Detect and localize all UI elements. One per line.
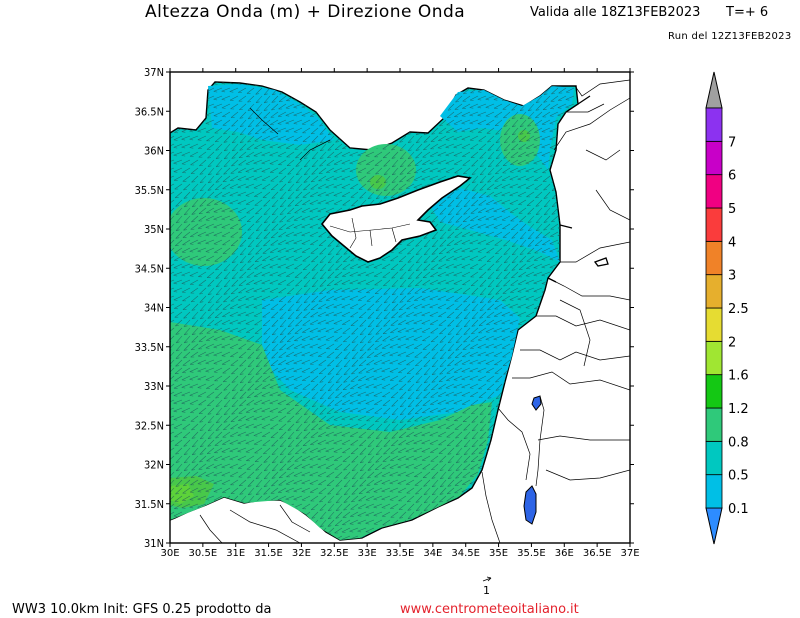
lon-tick-label: 31E	[226, 548, 245, 559]
legend-label: 0.5	[728, 469, 749, 484]
legend-label: 5	[728, 202, 736, 217]
legend-bottom-triangle	[705, 507, 723, 545]
map-area	[170, 72, 630, 543]
legend-swatch	[705, 274, 723, 309]
lat-tick-label: 31N	[144, 537, 164, 550]
legend-label: 0.8	[728, 435, 749, 450]
legend-top-triangle	[705, 71, 723, 109]
lon-tick-label: 32E	[292, 548, 311, 559]
legend-swatch	[705, 340, 723, 376]
axis-ticks	[166, 68, 634, 547]
reference-vector	[482, 576, 492, 582]
legend-swatch	[705, 474, 723, 509]
legend-swatch	[705, 407, 723, 442]
longitude-labels: 30E 30.5E 31E 31.5E 32E 32.5E 33E 33.5E 34E 34.5E…	[160, 548, 639, 559]
legend-swatch	[705, 140, 723, 176]
color-legend: 0.1 0.5 0.8 1.2 1.6 2 2.5 3 4 5 6 7	[705, 71, 749, 545]
legend-swatch	[705, 440, 723, 476]
country-borders	[199, 79, 630, 543]
legend-label: 1.2	[728, 402, 749, 417]
chart-title: Altezza Onda (m) + Direzione Onda	[145, 2, 466, 22]
lon-tick-label: 30.5E	[189, 548, 218, 559]
run-time: Run del 12Z13FEB2023	[668, 31, 792, 42]
lat-tick-label: 34.5N	[135, 262, 164, 275]
lon-tick-label: 36E	[555, 548, 574, 559]
legend-label: 7	[728, 135, 736, 150]
legend-label: 4	[728, 235, 736, 250]
cyprus-borders	[329, 217, 411, 249]
lon-tick-label: 33.5E	[386, 548, 415, 559]
lon-tick-label: 37E	[620, 548, 639, 559]
lat-tick-label: 33N	[144, 380, 164, 393]
dead-sea	[523, 485, 537, 525]
legend-label: 1.6	[728, 369, 749, 384]
lat-tick-label: 34N	[144, 302, 164, 315]
lon-tick-label: 32.5E	[320, 548, 349, 559]
lat-tick-label: 32N	[144, 459, 164, 472]
legend-label: 3	[728, 269, 736, 284]
legend-label: 2	[728, 335, 736, 350]
legend-label: 2.5	[728, 302, 749, 317]
legend-label: 0.1	[728, 502, 749, 517]
cyprus-island	[320, 175, 472, 263]
lat-tick-label: 35N	[144, 223, 164, 236]
lat-tick-label: 36N	[144, 145, 164, 158]
site-link[interactable]: www.centrometeoitaliano.it	[400, 602, 579, 617]
lat-tick-label: 32.5N	[135, 419, 164, 432]
legend-swatch	[705, 207, 723, 242]
model-info: WW3 10.0km Init: GFS 0.25 prodotto da	[12, 602, 272, 617]
lat-tick-label: 36.5N	[135, 105, 164, 118]
latitude-labels: 37N 36.5N 36N 35.5N 35N 34.5N 34N 33.5N 33N 32.5N…	[135, 66, 164, 550]
lon-tick-label: 34.5E	[451, 548, 480, 559]
lon-tick-label: 36.5E	[583, 548, 612, 559]
lon-tick-label: 31.5E	[254, 548, 283, 559]
lon-tick-label: 33E	[358, 548, 377, 559]
lat-tick-label: 35.5N	[135, 184, 164, 197]
reference-vector-label: 1	[483, 584, 490, 597]
lat-tick-label: 33.5N	[135, 341, 164, 354]
lat-tick-label: 31.5N	[135, 498, 164, 511]
forecast-step: T=+ 6	[726, 5, 769, 20]
coastline-detail	[547, 95, 609, 283]
lon-tick-label: 30E	[160, 548, 179, 559]
lon-tick-label: 35E	[489, 548, 508, 559]
lon-tick-label: 35.5E	[517, 548, 546, 559]
legend-label: 6	[728, 169, 736, 184]
valid-time: Valida alle 18Z13FEB2023	[530, 5, 701, 20]
lon-tick-label: 34E	[423, 548, 442, 559]
legend-swatch	[705, 307, 723, 342]
legend-swatch	[705, 174, 723, 209]
lat-tick-label: 37N	[144, 66, 164, 79]
lake-tiberias	[531, 395, 542, 411]
legend-swatch	[705, 374, 723, 409]
legend-swatch	[705, 240, 723, 276]
legend-swatch	[705, 107, 723, 142]
